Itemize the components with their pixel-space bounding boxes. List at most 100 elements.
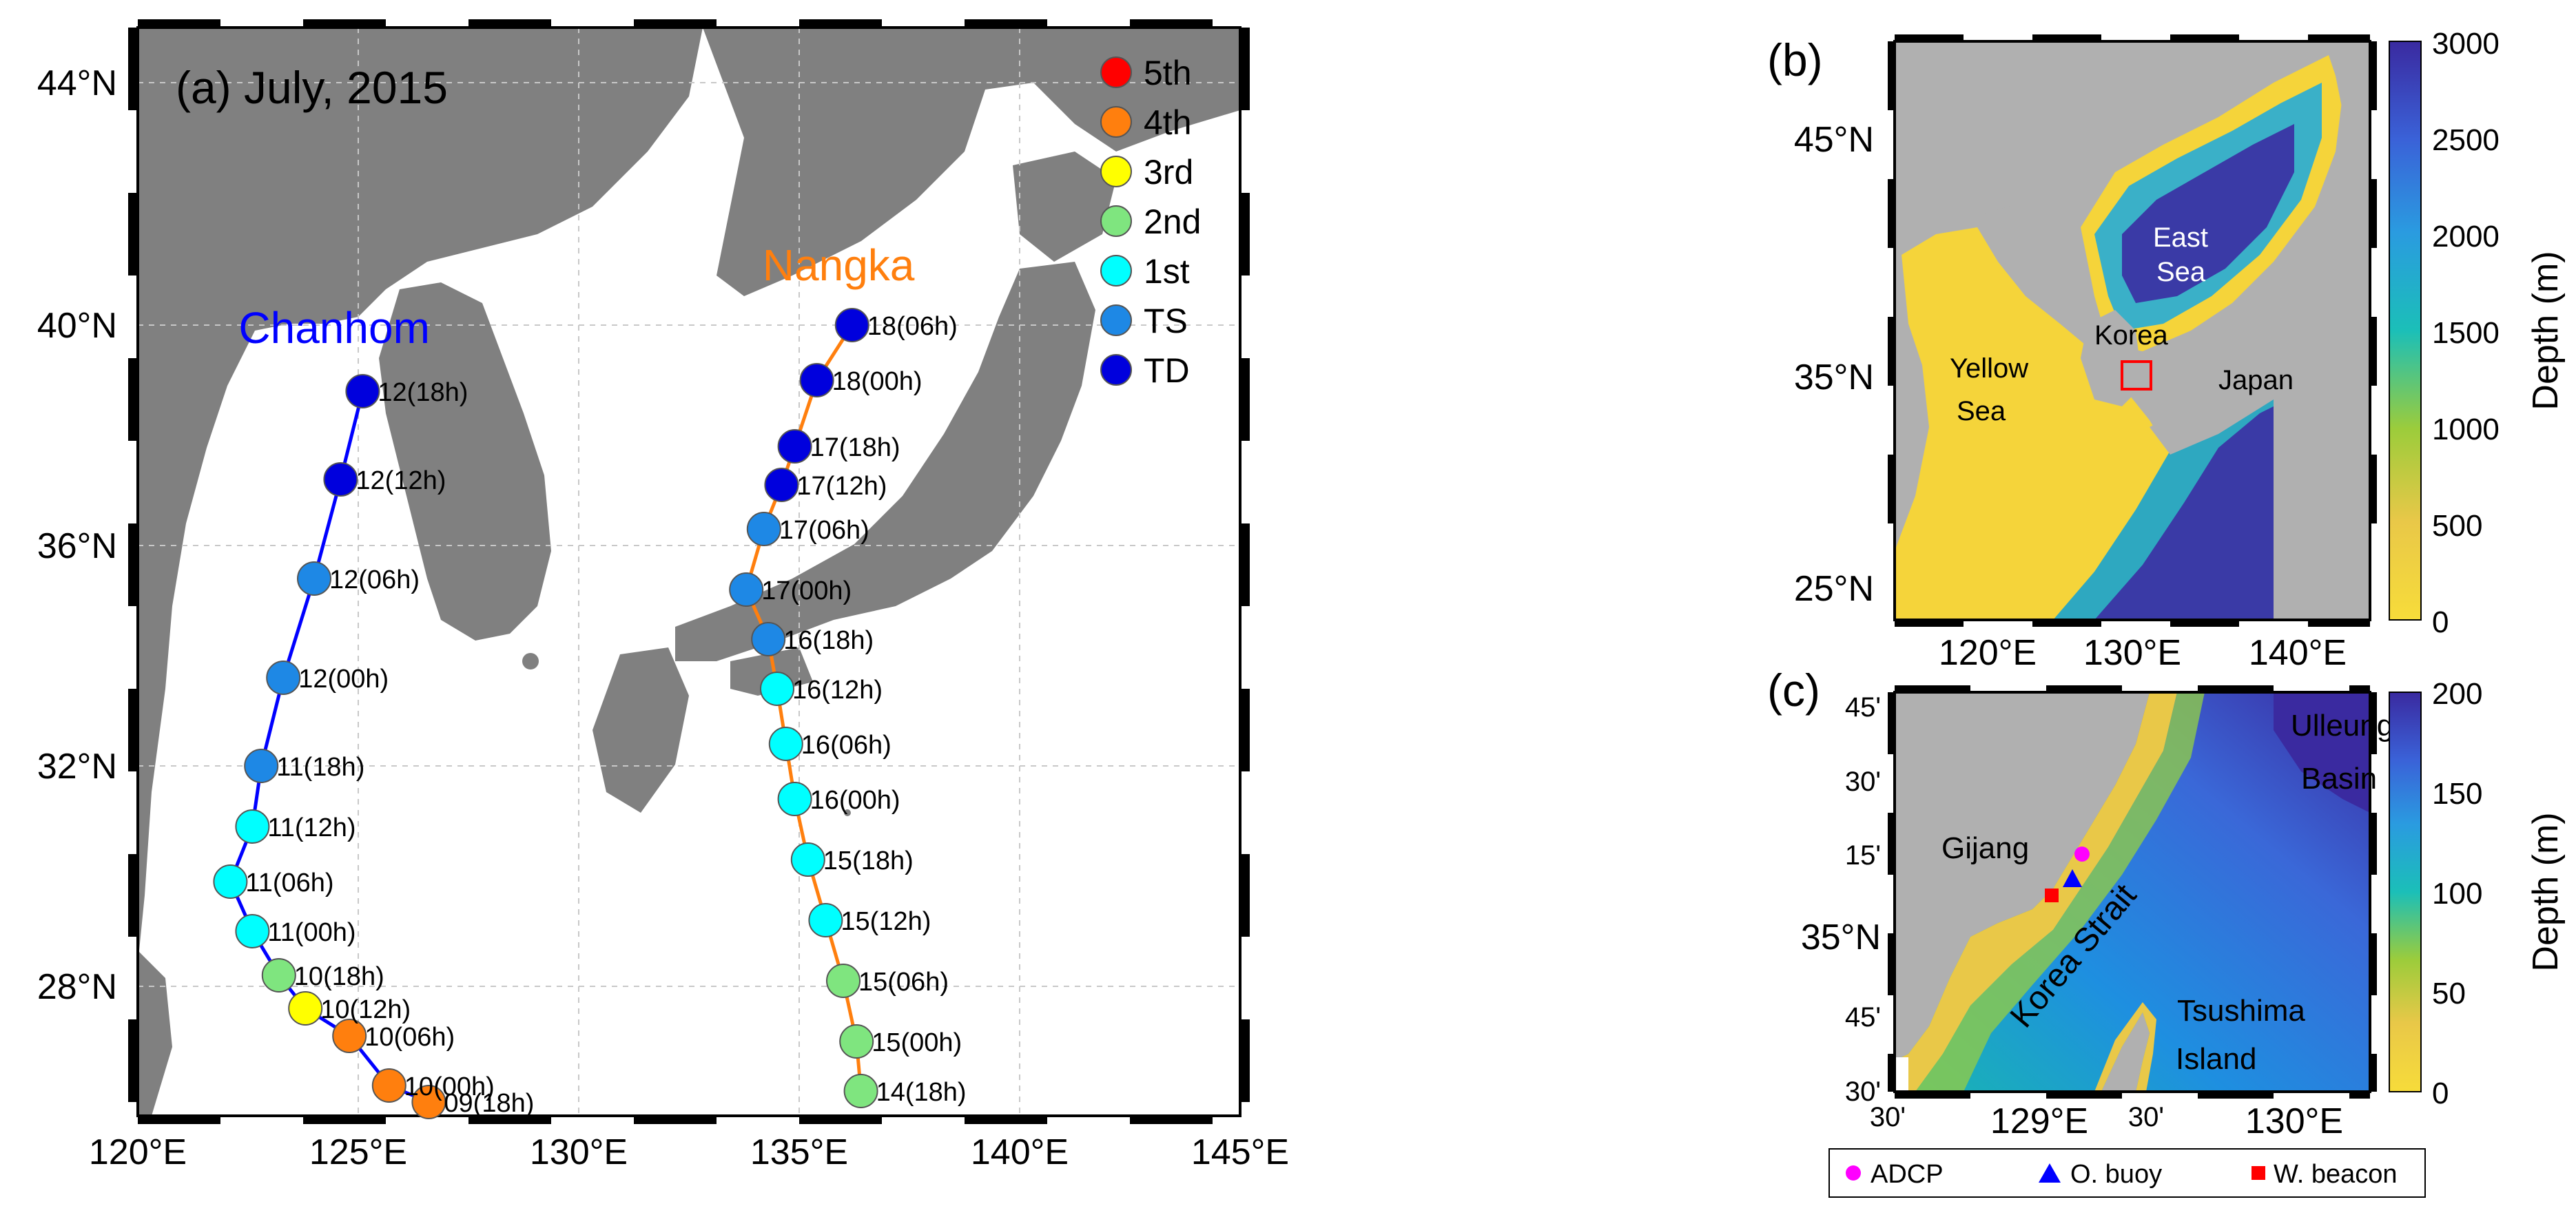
track-nangka: 14(18h) 15(00h) 15(06h) 15(12h) 15(18h) 16(00… bbox=[729, 240, 967, 1108]
sakhalin-land-b bbox=[2329, 41, 2370, 179]
label-tsushima-island: Island bbox=[2176, 1042, 2256, 1076]
track-point-label: 15(06h) bbox=[858, 968, 949, 997]
lat-tick: 30' bbox=[1845, 767, 1881, 797]
legend-label: TD bbox=[1144, 351, 1190, 390]
frame-checks-b bbox=[1888, 34, 2377, 627]
track-point-label: 15(18h) bbox=[823, 847, 914, 875]
track-point-label: 10(00h) bbox=[404, 1072, 495, 1101]
cb-tick: 500 bbox=[2432, 509, 2482, 543]
track-point bbox=[288, 991, 323, 1026]
track-point-label: 17(18h) bbox=[810, 433, 900, 462]
track-point bbox=[839, 1024, 874, 1059]
coastal-mid bbox=[1915, 692, 2205, 1092]
lat-tick: 45°N bbox=[1794, 120, 1874, 160]
track-point-label: 12(00h) bbox=[298, 665, 389, 694]
cb-tick: 3000 bbox=[2432, 27, 2500, 61]
legend-label: 2nd bbox=[1144, 202, 1201, 241]
track-point bbox=[760, 672, 794, 706]
kyushu-land bbox=[593, 647, 689, 813]
legend-label: 3rd bbox=[1144, 153, 1193, 191]
track-point bbox=[371, 1068, 406, 1103]
track-point bbox=[834, 308, 869, 342]
lon-tick: 30' bbox=[2128, 1102, 2164, 1132]
track-point-label: 11(12h) bbox=[267, 813, 356, 842]
legend-marker bbox=[1100, 106, 1132, 138]
track-point bbox=[266, 661, 301, 695]
track-point bbox=[235, 809, 270, 844]
lat-tick: 35°N bbox=[1801, 917, 1881, 957]
track-point bbox=[746, 512, 781, 546]
track-point bbox=[764, 468, 799, 502]
track-point-label: 15(00h) bbox=[872, 1028, 962, 1057]
cb-tick: 2000 bbox=[2432, 220, 2500, 253]
track-point-label: 17(06h) bbox=[779, 516, 869, 545]
lat-tick: 36°N bbox=[37, 526, 117, 566]
cb-tick: 100 bbox=[2432, 877, 2482, 911]
panel-a-map: 09(18h)10(00h) 10(06h)10(12h) 10(18h) 11(00… bbox=[37, 19, 1289, 1172]
legend-adcp-label: ADCP bbox=[1871, 1160, 1944, 1189]
china-land bbox=[138, 28, 703, 964]
track-point bbox=[729, 572, 764, 607]
lon-tick: 140°E bbox=[971, 1132, 1069, 1172]
tsushima-shelf bbox=[2094, 1002, 2156, 1092]
map-frame bbox=[128, 19, 1250, 1124]
track-point-label: 17(00h) bbox=[761, 577, 852, 605]
ocean-buoy-marker bbox=[2063, 869, 2082, 887]
adcp-marker bbox=[2074, 847, 2090, 862]
track-point bbox=[843, 1074, 878, 1108]
track-point-label: 16(18h) bbox=[783, 626, 874, 655]
legend-beacon-label: W. beacon bbox=[2274, 1160, 2398, 1189]
legend-buoy-marker bbox=[2039, 1163, 2061, 1183]
panel-b-tag: (b) bbox=[1767, 34, 1823, 85]
cb-tick: 1500 bbox=[2432, 316, 2500, 350]
track-point-label: 10(18h) bbox=[294, 962, 384, 991]
track-point bbox=[777, 782, 812, 816]
legend-marker bbox=[1100, 56, 1132, 88]
panel-c-bathymetry: (c) Ulleung Basin Gij bbox=[1767, 665, 2566, 1198]
track-point bbox=[297, 561, 331, 596]
legend-adcp-marker bbox=[1846, 1165, 1861, 1181]
label-japan: Japan bbox=[2218, 365, 2294, 395]
label-yellow-sea: Sea bbox=[1957, 396, 2006, 426]
track-point-label: 18(06h) bbox=[867, 312, 958, 341]
panel-a-title: (a) July, 2015 bbox=[176, 62, 448, 113]
korea-land bbox=[379, 282, 551, 641]
cb-tick: 50 bbox=[2432, 977, 2466, 1010]
track-point-label: 10(06h) bbox=[364, 1023, 455, 1052]
colorbar-b-ticks: 3000 2500 2000 1500 1000 500 0 bbox=[2432, 27, 2500, 639]
colorbar-b-label: Depth (m) bbox=[2526, 251, 2566, 410]
lat-tick: 45' bbox=[1845, 1002, 1881, 1032]
track-point bbox=[323, 462, 358, 497]
lon-tick: 120°E bbox=[1939, 633, 2037, 673]
track-point bbox=[213, 864, 248, 899]
grid-lines bbox=[138, 28, 1240, 1116]
legend-marker bbox=[1100, 255, 1132, 287]
track-point-label: 11(00h) bbox=[267, 918, 356, 947]
asia-land-b bbox=[1895, 41, 2129, 234]
label-gijang: Gijang bbox=[1941, 831, 2029, 865]
track-point-label: 11(06h) bbox=[245, 869, 333, 897]
pacific-deep bbox=[2094, 399, 2287, 620]
lon-tick: 30' bbox=[1870, 1102, 1906, 1132]
typhoon-tracks: 09(18h)10(00h) 10(06h)10(12h) 10(18h) 11(00… bbox=[213, 240, 967, 1119]
label-ulleung-basin: Ulleung bbox=[2291, 709, 2393, 742]
track-chanhom: 09(18h)10(00h) 10(06h)10(12h) 10(18h) 11(00… bbox=[213, 303, 534, 1119]
label-korea: Korea bbox=[2094, 320, 2168, 351]
lat-tick: 30' bbox=[1845, 1077, 1881, 1107]
lon-tick: 129°E bbox=[1990, 1101, 2088, 1141]
lon-tick: 130°E bbox=[2245, 1101, 2343, 1141]
colorbar-c bbox=[2389, 692, 2422, 1092]
panel-c-ticks: 45' 30' 15' 35°N 45' 30' 30' 129°E 30' 1… bbox=[1801, 692, 2343, 1141]
lat-tick: 45' bbox=[1845, 692, 1881, 723]
lat-tick: 32°N bbox=[37, 747, 117, 787]
lon-tick: 130°E bbox=[2083, 633, 2181, 673]
cb-tick: 0 bbox=[2432, 605, 2449, 639]
track-point-label: 16(06h) bbox=[801, 731, 892, 760]
track-point bbox=[768, 727, 803, 761]
panel-b-ticks: 45°N 35°N 25°N 120°E 130°E 140°E bbox=[1794, 120, 2347, 673]
lon-tick: 125°E bbox=[309, 1132, 407, 1172]
korea-land-b bbox=[2081, 310, 2143, 406]
track-point bbox=[261, 958, 296, 993]
wave-beacon-marker bbox=[2045, 889, 2059, 902]
